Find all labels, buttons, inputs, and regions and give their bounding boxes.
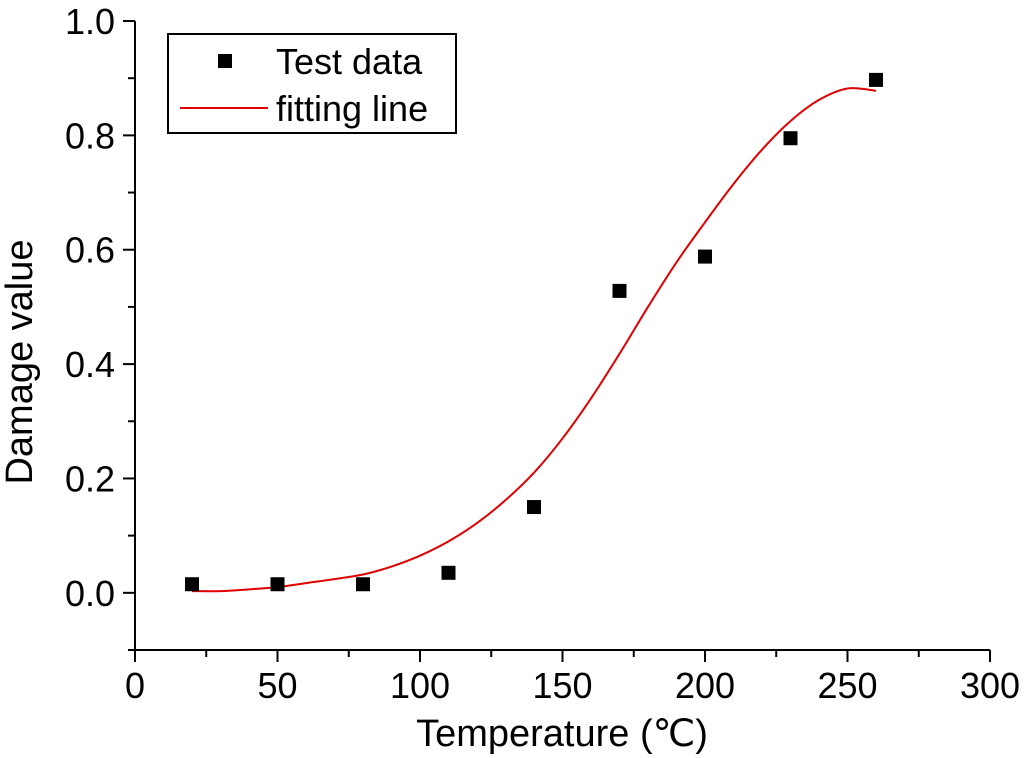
data-point bbox=[869, 72, 883, 87]
legend: Test data fitting line bbox=[167, 33, 457, 134]
ticks-layer: 0 50 100 150 200 250 300 0.0 0.2 0.4 0.6 0.8 1.0 bbox=[65, 1, 1020, 706]
y-tick-label: 1.0 bbox=[65, 1, 115, 42]
y-tick-label: 0.6 bbox=[65, 230, 115, 271]
data-point bbox=[270, 577, 285, 592]
x-tick-label: 250 bbox=[817, 665, 877, 706]
y-tick-label: 0.0 bbox=[65, 573, 115, 614]
legend-label-fitting-line: fitting line bbox=[276, 88, 428, 129]
fitting-line bbox=[191, 87, 877, 593]
x-tick-label: 50 bbox=[257, 665, 297, 706]
x-tick-label: 0 bbox=[125, 665, 145, 706]
fitting-line-layer bbox=[191, 87, 877, 593]
x-tick-label: 200 bbox=[675, 665, 735, 706]
x-tick-label: 100 bbox=[390, 665, 450, 706]
y-tick-label: 0.4 bbox=[65, 344, 115, 385]
data-point bbox=[356, 577, 370, 592]
y-tick-label: 0.2 bbox=[65, 458, 115, 499]
legend-label-test-data: Test data bbox=[276, 41, 423, 82]
x-tick-label: 150 bbox=[532, 665, 592, 706]
data-point bbox=[527, 500, 541, 515]
data-point bbox=[185, 577, 199, 592]
y-tick-label: 0.8 bbox=[65, 115, 115, 156]
y-axis-title: Damage value bbox=[0, 239, 41, 484]
legend-box bbox=[167, 33, 457, 134]
x-axis-title: Temperature (℃) bbox=[416, 713, 708, 755]
data-point bbox=[783, 131, 798, 146]
data-point bbox=[441, 565, 456, 580]
test-data-layer bbox=[185, 72, 883, 592]
data-point bbox=[698, 249, 712, 264]
x-tick-label: 300 bbox=[960, 665, 1020, 706]
data-point bbox=[612, 283, 627, 298]
legend-marker-test-data bbox=[218, 54, 232, 68]
